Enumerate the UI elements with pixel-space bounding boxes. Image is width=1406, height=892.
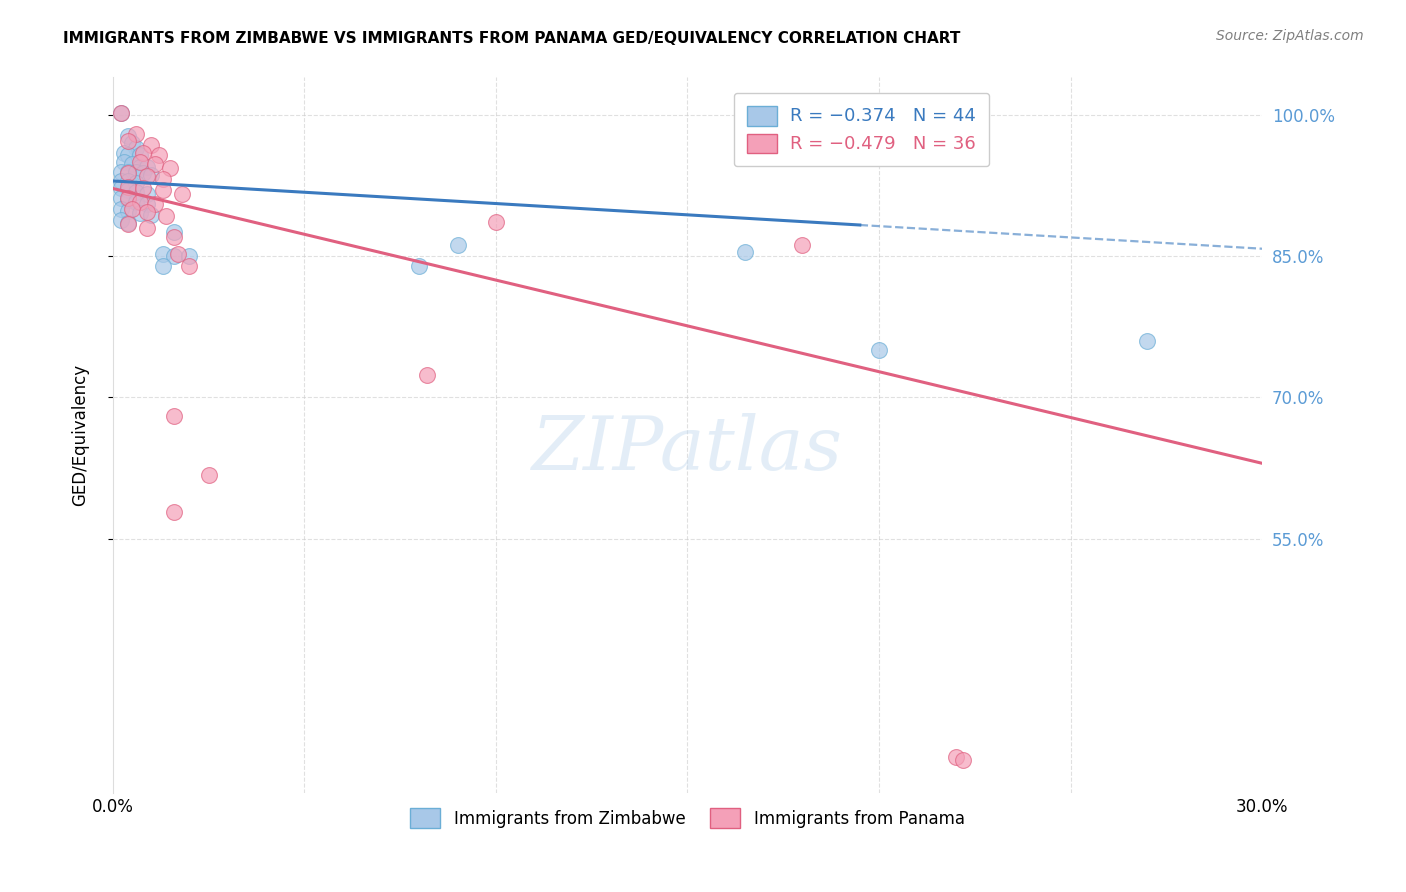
Point — [136, 187, 159, 202]
Point — [152, 172, 174, 186]
Point — [117, 147, 139, 161]
Point — [152, 183, 174, 197]
Point — [112, 155, 135, 169]
Point — [143, 196, 166, 211]
Point — [792, 238, 814, 252]
Point — [125, 127, 148, 141]
Point — [148, 147, 170, 161]
Point — [163, 225, 186, 239]
Point — [128, 194, 150, 209]
Point — [132, 145, 155, 160]
Point — [734, 244, 756, 259]
Point — [125, 176, 148, 190]
Point — [132, 166, 155, 180]
Point — [136, 169, 159, 184]
Point — [125, 194, 148, 209]
Point — [110, 181, 132, 195]
Point — [170, 187, 193, 202]
Text: IMMIGRANTS FROM ZIMBABWE VS IMMIGRANTS FROM PANAMA GED/EQUIVALENCY CORRELATION C: IMMIGRANTS FROM ZIMBABWE VS IMMIGRANTS F… — [63, 31, 960, 46]
Point — [110, 191, 132, 205]
Point — [868, 343, 890, 358]
Point — [121, 136, 143, 151]
Point — [128, 155, 150, 169]
Point — [141, 169, 163, 183]
Point — [117, 217, 139, 231]
Point — [136, 221, 159, 235]
Point — [110, 164, 132, 178]
Point — [117, 128, 139, 143]
Point — [163, 230, 186, 244]
Point — [117, 204, 139, 219]
Point — [110, 202, 132, 217]
Point — [117, 216, 139, 230]
Point — [167, 247, 190, 261]
Point — [132, 181, 155, 195]
Text: ZIPatlas: ZIPatlas — [531, 413, 844, 485]
Point — [117, 135, 139, 149]
Point — [163, 409, 186, 424]
Point — [117, 183, 139, 197]
Point — [485, 215, 508, 229]
Point — [152, 247, 174, 261]
Point — [163, 249, 186, 263]
Point — [136, 205, 159, 219]
Point — [110, 106, 132, 120]
Point — [117, 174, 139, 188]
Point — [121, 157, 143, 171]
Point — [110, 106, 132, 120]
Point — [117, 193, 139, 207]
Point — [155, 209, 177, 223]
Point — [128, 206, 150, 220]
Point — [117, 179, 139, 194]
Point — [128, 160, 150, 174]
Point — [952, 753, 974, 767]
Point — [179, 259, 201, 273]
Point — [141, 138, 163, 153]
Point — [408, 259, 430, 273]
Point — [1136, 334, 1159, 348]
Point — [143, 157, 166, 171]
Point — [197, 467, 219, 482]
Point — [163, 505, 186, 519]
Point — [125, 164, 148, 178]
Legend: Immigrants from Zimbabwe, Immigrants from Panama: Immigrants from Zimbabwe, Immigrants fro… — [404, 802, 972, 834]
Point — [110, 213, 132, 227]
Text: Source: ZipAtlas.com: Source: ZipAtlas.com — [1216, 29, 1364, 43]
Point — [136, 160, 159, 174]
Point — [125, 186, 148, 200]
Point — [179, 249, 201, 263]
Point — [446, 238, 468, 252]
Point — [117, 166, 139, 180]
Point — [121, 202, 143, 217]
Point — [110, 174, 132, 188]
Point — [125, 141, 148, 155]
Point — [136, 197, 159, 211]
Point — [117, 191, 139, 205]
Point — [159, 161, 181, 175]
Point — [945, 750, 967, 764]
Point — [416, 368, 439, 382]
Point — [141, 208, 163, 222]
Y-axis label: GED/Equivalency: GED/Equivalency — [72, 364, 89, 506]
Point — [112, 145, 135, 160]
Point — [128, 147, 150, 161]
Point — [152, 259, 174, 273]
Point — [117, 164, 139, 178]
